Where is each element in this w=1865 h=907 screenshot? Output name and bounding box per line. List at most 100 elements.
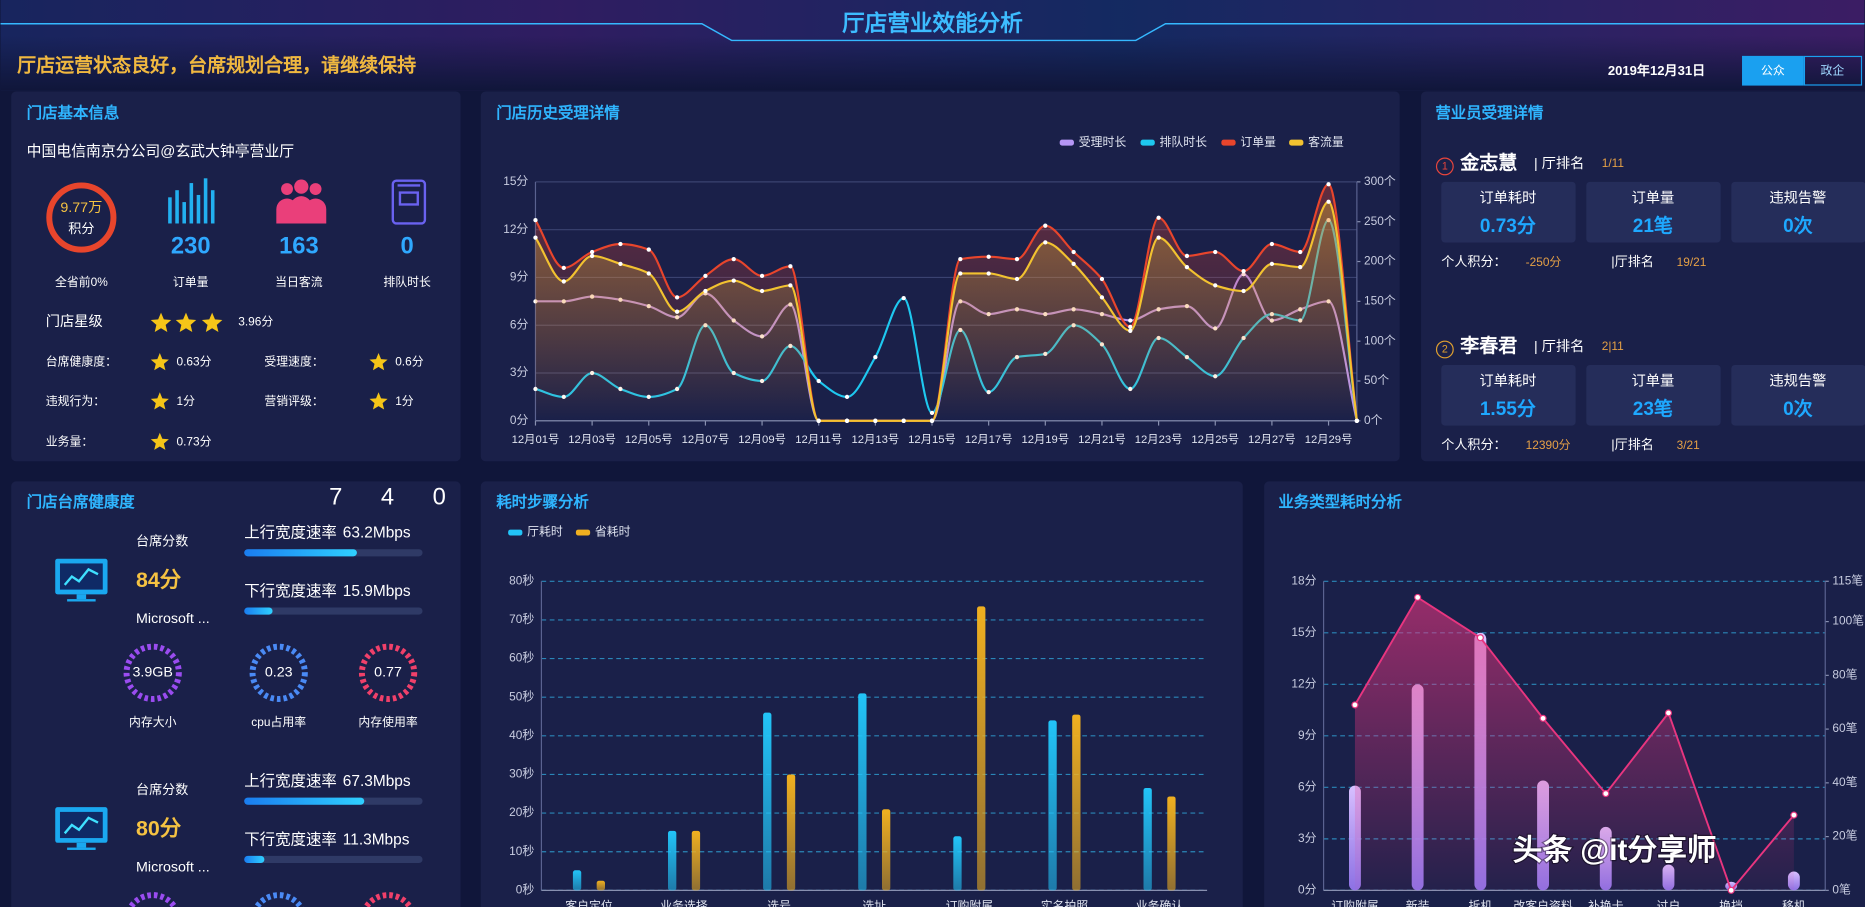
point bbox=[703, 288, 708, 294]
rank-label: |厅排名 bbox=[1611, 437, 1654, 452]
rating-label: 台席健康度： bbox=[46, 355, 117, 369]
point bbox=[901, 418, 906, 423]
point bbox=[1156, 235, 1161, 240]
star-icon bbox=[150, 312, 172, 333]
cell-label: 订单量 bbox=[1631, 372, 1674, 389]
x-tick-label: 12月23号 bbox=[1135, 433, 1183, 446]
desk-score: 80分 bbox=[136, 816, 182, 840]
counter-digit: 0 bbox=[433, 483, 446, 510]
point bbox=[1099, 295, 1105, 300]
point bbox=[1043, 223, 1048, 228]
x-tick-label: 选址 bbox=[862, 899, 886, 907]
x-tick-label: 12月03号 bbox=[568, 433, 616, 446]
rating-label: 受理速度： bbox=[264, 355, 323, 369]
gauge-ring bbox=[358, 643, 418, 702]
x-tick-label: 改客户资料 bbox=[1513, 899, 1572, 907]
y-tick-label: 3分 bbox=[1298, 831, 1317, 845]
point bbox=[873, 418, 878, 423]
tab-active[interactable] bbox=[1742, 55, 1804, 86]
gauge-label: 内存使用率 bbox=[358, 715, 417, 729]
point bbox=[1414, 593, 1422, 601]
line bbox=[534, 183, 1358, 422]
rank: 2 bbox=[1442, 343, 1448, 355]
y2-tick-label: 200个 bbox=[1364, 254, 1396, 268]
legend-swatch bbox=[1289, 139, 1304, 146]
cell-label: 违规告警 bbox=[1769, 372, 1826, 389]
monitor-icon bbox=[55, 807, 108, 850]
point bbox=[844, 418, 850, 423]
stat-cell bbox=[1441, 181, 1576, 243]
y-tick-label: 60秒 bbox=[509, 651, 534, 665]
slogan: 厅店运营状态良好，台席规划合理，请继续保持 bbox=[17, 54, 416, 77]
x-tick-label: 拆机 bbox=[1468, 899, 1492, 907]
point bbox=[873, 354, 878, 360]
score-ring bbox=[46, 182, 117, 253]
x-tick-label: 12月15号 bbox=[908, 433, 956, 446]
point bbox=[1326, 182, 1331, 187]
progress-bar bbox=[244, 855, 265, 864]
legend-swatch bbox=[575, 529, 591, 536]
point bbox=[929, 410, 935, 415]
stat-cell bbox=[1586, 181, 1721, 243]
page-title: 厅店营业效能分析 bbox=[842, 10, 1023, 36]
y2-tick-label: 0个 bbox=[1364, 413, 1383, 427]
legend-label: 厅耗时 bbox=[527, 525, 563, 539]
point bbox=[929, 418, 935, 423]
point bbox=[674, 309, 680, 314]
header-fade bbox=[0, 35, 1865, 91]
tab-label[interactable]: 公众 bbox=[1761, 63, 1785, 77]
tab-label[interactable]: 政企 bbox=[1820, 63, 1844, 77]
line-area bbox=[1354, 597, 1794, 891]
point bbox=[1099, 276, 1105, 282]
progress-bar bbox=[244, 549, 357, 557]
y2-tick-label: 80笔 bbox=[1832, 667, 1857, 681]
y-tick-label: 6分 bbox=[510, 317, 529, 331]
line bbox=[1354, 596, 1795, 893]
legend-swatch bbox=[508, 529, 523, 536]
point bbox=[674, 295, 680, 300]
legend-label: 排队时长 bbox=[1160, 135, 1208, 149]
bar bbox=[1143, 787, 1152, 891]
y-tick-label: 15分 bbox=[1291, 625, 1316, 639]
x-tick-label: 过户 bbox=[1657, 899, 1681, 907]
y-tick-label: 40秒 bbox=[509, 728, 534, 742]
bar bbox=[977, 606, 986, 891]
points: -250分 bbox=[1526, 255, 1562, 269]
y-tick-label: 10秒 bbox=[509, 844, 534, 858]
point bbox=[1298, 264, 1303, 270]
bar bbox=[858, 693, 867, 891]
x-tick-label: 补换卡 bbox=[1588, 899, 1624, 907]
y-tick-label: 15分 bbox=[503, 174, 528, 188]
x-tick-label: 12月25号 bbox=[1191, 433, 1239, 446]
rank-badge bbox=[1435, 157, 1454, 176]
watermark: 头条 @it分享师 bbox=[1513, 833, 1717, 867]
point bbox=[1241, 268, 1246, 274]
panel-title: 门店基本信息 bbox=[27, 103, 120, 122]
cell-label: 违规告警 bbox=[1769, 189, 1826, 206]
point bbox=[1184, 264, 1190, 270]
point bbox=[986, 271, 991, 276]
star-icon bbox=[175, 312, 197, 333]
point bbox=[986, 254, 991, 259]
speed-label: 上行宽度速率 bbox=[244, 772, 337, 790]
point bbox=[788, 283, 793, 288]
monitor-icon bbox=[55, 558, 108, 602]
legend-label: 受理时长 bbox=[1079, 135, 1127, 149]
stat-value: 0 bbox=[400, 233, 413, 260]
y-tick-label: 9分 bbox=[1298, 728, 1317, 742]
point bbox=[1298, 249, 1303, 255]
x-tick-label: 12月19号 bbox=[1021, 433, 1069, 446]
point bbox=[589, 253, 595, 259]
point bbox=[1128, 318, 1133, 323]
tab[interactable] bbox=[1803, 55, 1863, 86]
y2-tick-label: 100个 bbox=[1364, 333, 1396, 347]
point bbox=[1539, 714, 1547, 722]
progress-track bbox=[244, 855, 423, 864]
legend-label: 客流量 bbox=[1308, 135, 1344, 149]
rating-value: 0.73分 bbox=[176, 434, 211, 448]
star-score: 3.96分 bbox=[238, 314, 273, 328]
rank-label: | 厅排名 bbox=[1534, 155, 1584, 172]
x-tick-label: 12月21号 bbox=[1078, 433, 1126, 446]
speed-value: 11.3Mbps bbox=[343, 832, 410, 849]
